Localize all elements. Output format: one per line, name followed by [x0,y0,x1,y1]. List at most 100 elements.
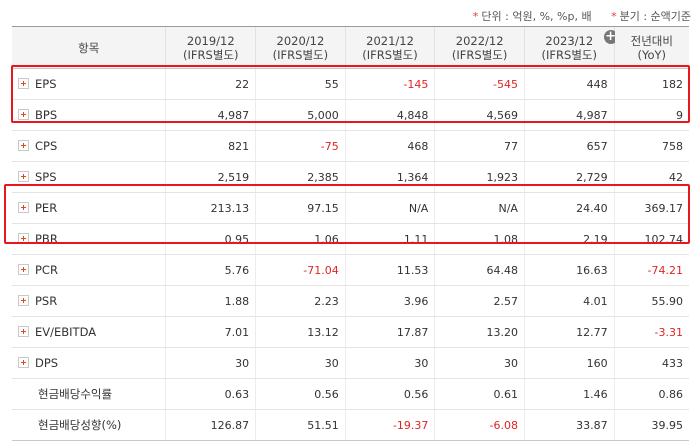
value-cell: 39.95 [613,409,689,441]
financial-ratio-table: 항목 2019/12 (IFRS별도) 2020/12 (IFRS별도) 2021/… [12,26,689,441]
value-cell: 1.88 [165,285,256,317]
value-cell: 1.46 [523,378,615,410]
expand-plus-icon[interactable] [18,77,29,89]
value-cell: 24.40 [523,192,615,224]
value-cell: 4.01 [523,285,615,317]
value-cell: 0.63 [165,378,256,410]
value-cell: 5.76 [165,254,256,286]
value-cell: -6.08 [434,409,525,441]
row-label: 현금배당수익률 [38,387,113,401]
value-cell: 3.96 [344,285,435,317]
expand-plus-icon[interactable] [18,139,29,151]
value-cell: 126.87 [165,409,256,441]
expand-plus-icon[interactable] [18,170,29,182]
table-row: BPS 4,987 5,000 4,848 4,569 4,987 9 [12,99,689,131]
value-cell: 11.53 [344,254,435,286]
value-cell: 51.51 [255,409,346,441]
value-cell: 4,987 [165,99,256,131]
row-label-cell[interactable]: SPS [12,161,166,193]
table-row: PSR 1.88 2.23 3.96 2.57 4.01 55.90 [12,285,689,317]
value-cell: 64.48 [434,254,525,286]
value-cell: 2.23 [255,285,346,317]
row-label-cell[interactable]: PER [12,192,166,224]
expand-plus-icon[interactable] [18,294,29,306]
header-col-yoy: 전년대비 (YoY) [613,26,689,69]
value-cell: 0.56 [344,378,435,410]
value-cell: 5,000 [255,99,346,131]
value-cell: 2,385 [255,161,346,193]
value-cell: 1.06 [255,223,346,255]
row-label-cell: 현금배당성향(%) [12,409,166,441]
value-cell: -19.37 [344,409,435,441]
value-cell: 2,729 [523,161,615,193]
row-label-cell[interactable]: PSR [12,285,166,317]
row-label-cell[interactable]: EPS [12,68,166,100]
header-col-2019: 2019/12 (IFRS별도) [165,26,256,69]
table-row: 현금배당수익률 0.63 0.56 0.56 0.61 1.46 0.86 [12,378,689,410]
expand-plus-icon[interactable] [18,108,29,120]
value-cell: 30 [344,347,435,379]
value-cell: -145 [344,68,435,100]
table-row: CPS 821 -75 468 77 657 758 [12,130,689,162]
value-cell: 657 [523,130,615,162]
table-row: PCR 5.76 -71.04 11.53 64.48 16.63 -74.21 [12,254,689,286]
header-col-2021: 2021/12 (IFRS별도) [344,26,435,69]
row-label: 현금배당성향(%) [38,418,122,432]
header-col-2020: 2020/12 (IFRS별도) [255,26,346,69]
value-cell: 758 [613,130,689,162]
row-label-cell[interactable]: PCR [12,254,166,286]
value-cell: 160 [523,347,615,379]
header-item: 항목 [12,26,166,69]
value-cell: -545 [434,68,525,100]
value-cell: N/A [344,192,435,224]
value-cell: 2,519 [165,161,256,193]
expand-plus-icon[interactable] [18,232,29,244]
value-cell: 4,987 [523,99,615,131]
table-row: SPS 2,519 2,385 1,364 1,923 2,729 42 [12,161,689,193]
row-label-cell[interactable]: EV/EBITDA [12,316,166,348]
value-cell: N/A [434,192,525,224]
value-cell: 0.61 [434,378,525,410]
table-row: EV/EBITDA 7.01 13.12 17.87 13.20 12.77 -3.31 [12,316,689,348]
value-cell: 7.01 [165,316,256,348]
value-cell: -75 [255,130,346,162]
expand-plus-icon[interactable] [18,325,29,337]
row-label-cell: 현금배당수익률 [12,378,166,410]
value-cell: -74.21 [613,254,689,286]
table-row: PBR 0.95 1.06 1.11 1.08 2.19 102.74 [12,223,689,255]
expand-plus-icon[interactable] [18,263,29,275]
table-row: DPS 30 30 30 30 160 433 [12,347,689,379]
value-cell: 468 [344,130,435,162]
table-notes: * 단위 : 억원, %, %p, 배 * 분기 : 순액기준 [457,8,691,24]
value-cell: 13.20 [434,316,525,348]
row-label-cell[interactable]: PBR [12,223,166,255]
value-cell: 0.56 [255,378,346,410]
header-col-2023: 2023/12 (IFRS별도) + [523,26,618,69]
value-cell: 9 [613,99,689,131]
value-cell: 1,364 [344,161,435,193]
row-label-cell[interactable]: DPS [12,347,166,379]
row-label: EV/EBITDA [35,325,97,339]
expand-plus-icon[interactable] [18,201,29,213]
value-cell: 12.77 [523,316,615,348]
value-cell: 821 [165,130,256,162]
row-label: PER [35,201,58,215]
row-label: BPS [35,108,58,122]
value-cell: 2.57 [434,285,525,317]
row-label-cell[interactable]: CPS [12,130,166,162]
value-cell: 77 [434,130,525,162]
row-label-cell[interactable]: BPS [12,99,166,131]
value-cell: 17.87 [344,316,435,348]
value-cell: 0.95 [165,223,256,255]
value-cell: 2.19 [523,223,615,255]
value-cell: -71.04 [255,254,346,286]
expand-plus-icon[interactable] [18,356,29,368]
value-cell: 30 [255,347,346,379]
header-col-2022: 2022/12 (IFRS별도) [434,26,525,69]
value-cell: 22 [165,68,256,100]
value-cell: 97.15 [255,192,346,224]
value-cell: 0.86 [613,378,689,410]
value-cell: 1.08 [434,223,525,255]
table-row: 현금배당성향(%) 126.87 51.51 -19.37 -6.08 33.87 39.9… [12,409,689,441]
table-row: EPS 22 55 -145 -545 448 182 [12,68,689,100]
